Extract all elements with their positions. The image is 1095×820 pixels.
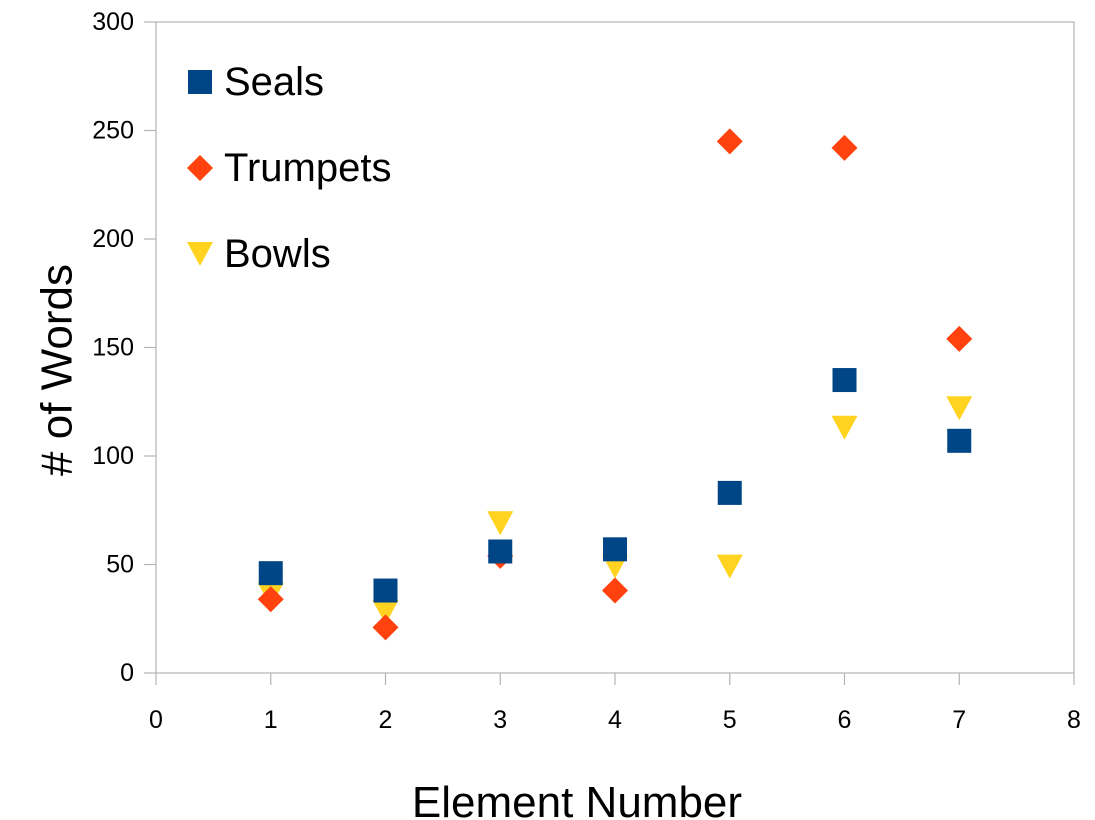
x-tick-label: 5 xyxy=(723,706,737,734)
data-point-bowls xyxy=(716,554,743,579)
legend-item-trumpets: Trumpets xyxy=(187,146,391,190)
x-tick-label: 7 xyxy=(952,706,966,734)
x-tick-label: 0 xyxy=(149,706,163,734)
legend-label: Bowls xyxy=(224,232,331,276)
data-point-bowls xyxy=(831,415,858,440)
data-point-trumpets xyxy=(257,586,284,613)
x-tick-label: 1 xyxy=(264,706,278,734)
legend-item-bowls: Bowls xyxy=(187,232,331,276)
y-tick-label: 50 xyxy=(106,551,134,579)
y-tick-label: 100 xyxy=(92,442,134,470)
y-axis-title: # of Words xyxy=(33,264,82,476)
axes xyxy=(144,21,1075,685)
x-tick-label: 4 xyxy=(608,706,622,734)
data-point-seals xyxy=(373,578,398,603)
data-point-trumpets xyxy=(946,325,973,352)
data-point-seals xyxy=(488,539,513,564)
legend-label: Trumpets xyxy=(224,146,391,190)
data-point-seals xyxy=(947,428,972,453)
y-tick-label: 250 xyxy=(92,117,134,145)
x-tick-label: 3 xyxy=(493,706,507,734)
data-markers xyxy=(257,128,973,641)
legend-label: Seals xyxy=(224,60,324,104)
legend: Seals Trumpets Bowls xyxy=(187,60,391,276)
x-axis-title: Element Number xyxy=(412,778,742,820)
data-point-trumpets xyxy=(372,614,399,641)
series-seals xyxy=(258,368,972,603)
data-point-trumpets xyxy=(831,134,858,161)
data-point-seals xyxy=(832,368,857,393)
y-tick-label: 200 xyxy=(92,225,134,253)
data-point-bowls xyxy=(487,511,514,536)
tick-labels: 0 50 100 150 200 250 300 0 1 2 3 4 5 6 7 8 xyxy=(92,8,1081,734)
x-tick-label: 8 xyxy=(1067,706,1081,734)
legend-marker-seals xyxy=(188,70,212,94)
legend-item-seals: Seals xyxy=(188,60,324,104)
legend-marker-bowls xyxy=(187,242,213,266)
y-tick-label: 300 xyxy=(92,8,134,36)
legend-marker-trumpets xyxy=(187,155,213,181)
y-tick-label: 150 xyxy=(92,334,134,362)
data-point-seals xyxy=(717,480,742,505)
y-tick-label: 0 xyxy=(120,659,134,687)
data-point-seals xyxy=(258,561,283,586)
data-point-bowls xyxy=(946,396,973,421)
data-point-trumpets xyxy=(716,128,743,155)
data-point-trumpets xyxy=(602,577,628,604)
x-tick-label: 6 xyxy=(838,706,852,734)
x-tick-label: 2 xyxy=(379,706,393,734)
data-point-seals xyxy=(603,537,627,562)
data-point-bowls xyxy=(372,600,399,625)
